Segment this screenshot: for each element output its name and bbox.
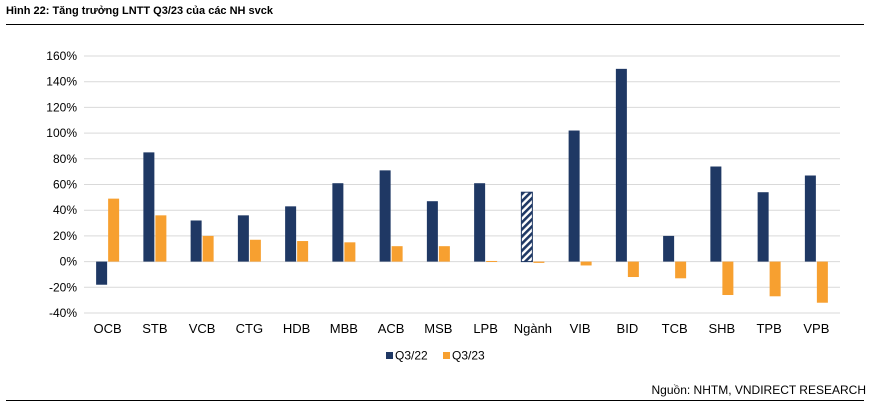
bar-Q3-22-OCB [96, 261, 108, 285]
y-tick-label: 160% [46, 49, 77, 63]
y-tick-label: 120% [46, 100, 77, 114]
bar-Q3-22-TCB [663, 235, 675, 262]
bar-Q3-22-Ngành [520, 191, 533, 263]
bar-Q3-23-TPB [769, 261, 781, 297]
bar-Q3-23-MSB [438, 246, 450, 262]
bar-Q3-23-LPB [486, 260, 498, 262]
x-tick-label: MSB [424, 321, 452, 336]
legend-swatch [386, 352, 393, 359]
x-tick-label: SHB [709, 321, 736, 336]
x-tick-label: VCB [189, 321, 216, 336]
x-axis-ticks: OCB STB VCB CTG HDB MBB ACB MSB LPB Ngành VIB BID TC… [94, 321, 830, 336]
legend-label: Q3/23 [452, 349, 485, 363]
x-tick-label: BID [617, 321, 639, 336]
x-tick-label: STB [142, 321, 167, 336]
x-tick-label: MBB [330, 321, 358, 336]
x-tick-label: TCB [662, 321, 688, 336]
bar-Q3-23-MBB [344, 242, 356, 262]
bar-Q3-23-Ngành [533, 261, 545, 263]
bar-Q3-23-ACB [391, 246, 403, 262]
y-tick-label: 80% [53, 152, 77, 166]
legend-label: Q3/22 [395, 349, 428, 363]
y-axis-ticks: -40% -20% 0% 20% 40% 60% 80% 100% 120% 140% 160% [46, 49, 77, 320]
x-tick-label: CTG [236, 321, 263, 336]
legend-swatch [443, 352, 450, 359]
bar-Q3-22-VCB [190, 220, 202, 262]
bar-Q3-22-TPB [757, 192, 769, 262]
y-tick-label: 0% [60, 255, 78, 269]
x-tick-label: VIB [570, 321, 591, 336]
x-tick-label: OCB [94, 321, 122, 336]
bar-Q3-22-MBB [332, 183, 344, 262]
bar-Q3-22-SHB [710, 166, 722, 262]
x-tick-label: LPB [473, 321, 498, 336]
y-tick-label: -40% [49, 306, 77, 320]
bar-Q3-22-LPB [474, 183, 486, 262]
bar-Q3-22-CTG [237, 215, 249, 262]
bar-Q3-22-BID [615, 68, 627, 262]
bar-Q3-23-VCB [202, 235, 214, 262]
bar-Q3-22-STB [143, 152, 155, 262]
y-tick-label: 100% [46, 126, 77, 140]
bar-Q3-23-BID [627, 261, 639, 278]
x-tick-label: HDB [283, 321, 310, 336]
bar-Q3-22-VPB [804, 175, 816, 262]
figure-title: Hình 22: Tăng trưởng LNTT Q3/23 của các … [6, 5, 274, 17]
bar-Q3-23-SHB [722, 261, 734, 296]
y-tick-label: 40% [53, 203, 77, 217]
y-tick-label: 60% [53, 178, 77, 192]
bar-Q3-22-ACB [379, 170, 391, 262]
x-tick-label: Ngành [514, 321, 552, 336]
y-tick-label: 20% [53, 229, 77, 243]
bar-Q3-23-VIB [580, 261, 592, 266]
bar-Q3-23-CTG [249, 239, 261, 262]
title-divider [6, 24, 864, 25]
bars [96, 68, 828, 303]
bar-Q3-23-VPB [816, 261, 828, 303]
source-note: Nguồn: NHTM, VNDIRECT RESEARCH [651, 383, 867, 397]
x-tick-label: ACB [378, 321, 405, 336]
x-tick-label: TPB [756, 321, 781, 336]
bar-Q3-23-STB [155, 215, 167, 262]
bar-Q3-22-HDB [285, 206, 297, 262]
bar-Q3-23-TCB [675, 261, 687, 279]
bottom-divider [6, 400, 864, 401]
bar-Q3-22-MSB [426, 201, 438, 262]
x-tick-label: VPB [803, 321, 829, 336]
y-tick-label: 140% [46, 75, 77, 89]
bar-Q3-23-HDB [297, 241, 309, 262]
y-tick-label: -20% [49, 280, 77, 294]
legend: Q3/22 Q3/23 [386, 349, 485, 363]
bar-Q3-23-OCB [108, 198, 120, 262]
bar-Q3-22-VIB [568, 130, 580, 262]
